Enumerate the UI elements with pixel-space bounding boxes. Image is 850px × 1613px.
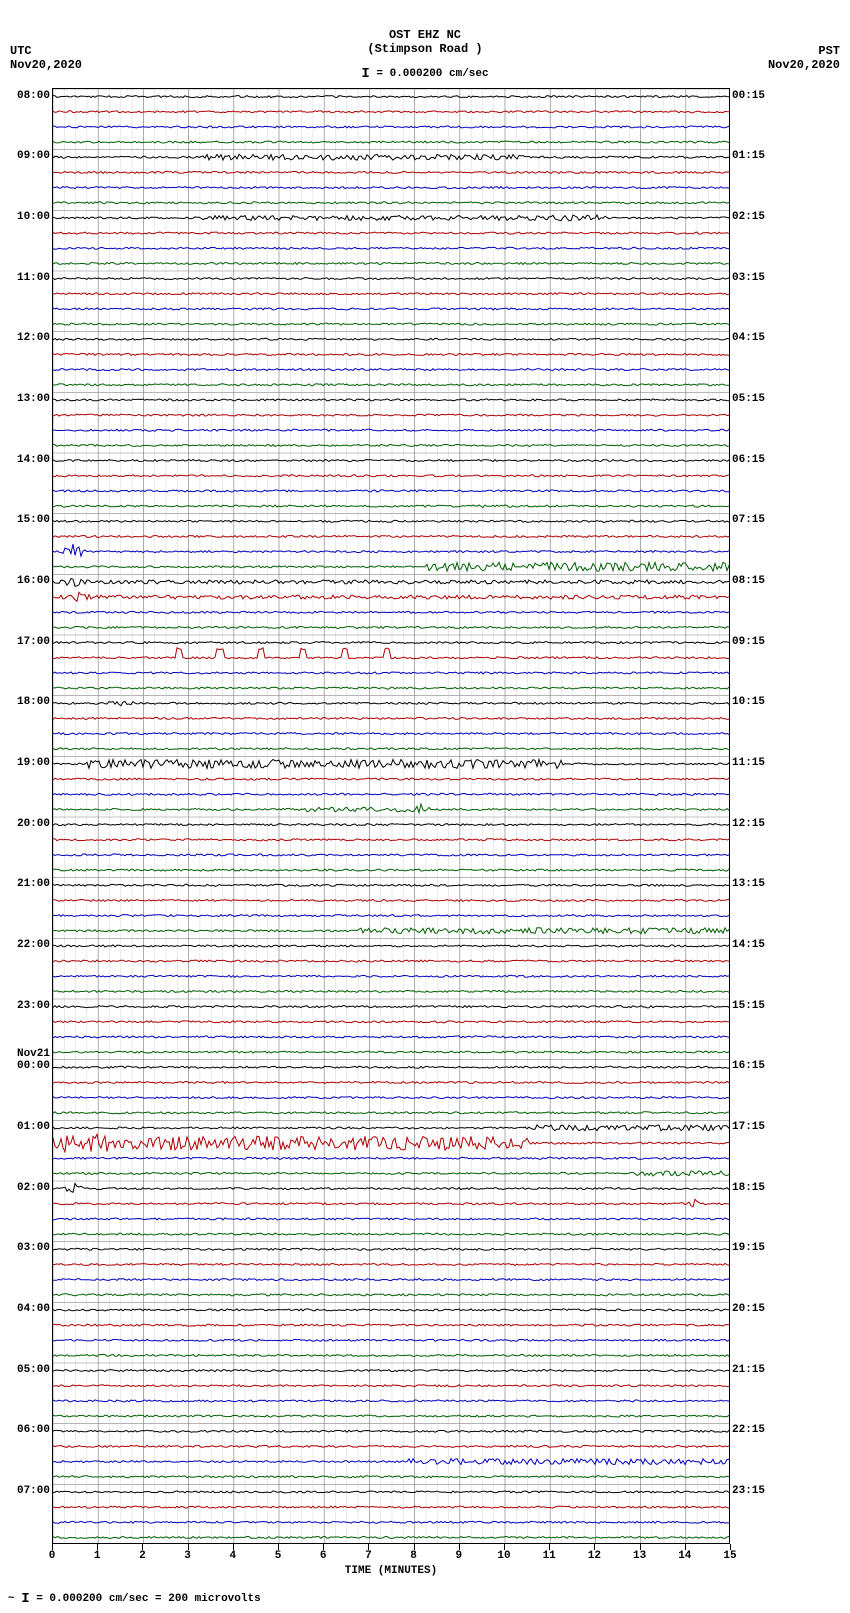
seismogram-page: OST EHZ NC (Stimpson Road ) UTC Nov20,20… <box>0 0 850 1613</box>
left-hour-label: 22:00 <box>17 939 50 951</box>
left-hour-label: 12:00 <box>17 332 50 344</box>
right-hour-label: 06:15 <box>732 454 765 466</box>
right-hour-label: 00:15 <box>732 90 765 102</box>
right-hour-label: 03:15 <box>732 272 765 284</box>
left-hour-label: 11:00 <box>17 272 50 284</box>
x-tick-label: 14 <box>678 1550 691 1562</box>
left-hour-label: 09:00 <box>17 150 50 162</box>
left-hour-label: 07:00 <box>17 1485 50 1497</box>
station-name: (Stimpson Road ) <box>0 42 850 56</box>
left-hour-label: 08:00 <box>17 90 50 102</box>
x-axis-title: TIME (MINUTES) <box>52 1565 730 1577</box>
left-hour-label: 02:00 <box>17 1182 50 1194</box>
left-hour-label: 04:00 <box>17 1303 50 1315</box>
right-hour-label: 20:15 <box>732 1303 765 1315</box>
left-hour-label: 21:00 <box>17 878 50 890</box>
x-tick-label: 0 <box>49 1550 56 1562</box>
left-hour-label: 06:00 <box>17 1424 50 1436</box>
x-tick-label: 3 <box>184 1550 191 1562</box>
right-hour-label: 01:15 <box>732 150 765 162</box>
footer-bar-icon: I <box>21 1591 29 1607</box>
right-hour-label: 12:15 <box>732 818 765 830</box>
seismogram-svg <box>53 89 730 1544</box>
x-tick-label: 4 <box>229 1550 236 1562</box>
right-hour-label: 15:15 <box>732 1000 765 1012</box>
x-tick-label: 6 <box>320 1550 327 1562</box>
right-hour-label: 22:15 <box>732 1424 765 1436</box>
x-tick-label: 10 <box>497 1550 510 1562</box>
scale-bar-icon: I <box>361 66 369 82</box>
station-code: OST EHZ NC <box>0 28 850 42</box>
right-hour-label: 18:15 <box>732 1182 765 1194</box>
amplitude-scale: I = 0.000200 cm/sec <box>0 66 850 82</box>
left-hour-label: 17:00 <box>17 636 50 648</box>
right-hour-label: 11:15 <box>732 757 765 769</box>
right-hour-label: 23:15 <box>732 1485 765 1497</box>
x-tick-label: 13 <box>633 1550 646 1562</box>
x-tick-label: 9 <box>455 1550 462 1562</box>
left-hour-label: 03:00 <box>17 1242 50 1254</box>
left-hour-label: 00:00 <box>17 1060 50 1072</box>
right-hour-label: 10:15 <box>732 696 765 708</box>
left-hour-label: 23:00 <box>17 1000 50 1012</box>
left-hour-label: 19:00 <box>17 757 50 769</box>
title-block: OST EHZ NC (Stimpson Road ) <box>0 28 850 57</box>
left-hour-label: 13:00 <box>17 393 50 405</box>
left-timezone: UTC <box>10 44 82 58</box>
right-hour-label: 21:15 <box>732 1364 765 1376</box>
left-hour-label: 18:00 <box>17 696 50 708</box>
scale-text: = 0.000200 cm/sec <box>376 68 488 80</box>
right-hour-label: 05:15 <box>732 393 765 405</box>
x-tick-label: 12 <box>588 1550 601 1562</box>
right-hour-label: 17:15 <box>732 1121 765 1133</box>
right-hour-label: 07:15 <box>732 514 765 526</box>
left-date-break: Nov21 <box>17 1048 50 1060</box>
x-tick-label: 7 <box>365 1550 372 1562</box>
left-hour-label: 14:00 <box>17 454 50 466</box>
footer-scale: ~ I = 0.000200 cm/sec = 200 microvolts <box>8 1591 261 1607</box>
left-hour-label: 15:00 <box>17 514 50 526</box>
x-tick-label: 15 <box>723 1550 736 1562</box>
right-hour-label: 02:15 <box>732 211 765 223</box>
x-tick-label: 5 <box>275 1550 282 1562</box>
x-tick-label: 1 <box>94 1550 101 1562</box>
x-tick-label: 2 <box>139 1550 146 1562</box>
right-hour-label: 19:15 <box>732 1242 765 1254</box>
right-hour-label: 09:15 <box>732 636 765 648</box>
right-hour-label: 04:15 <box>732 332 765 344</box>
right-hour-label: 08:15 <box>732 575 765 587</box>
left-hour-label: 20:00 <box>17 818 50 830</box>
footer-text: = 0.000200 cm/sec = 200 microvolts <box>36 1593 260 1605</box>
right-timezone: PST <box>768 44 840 58</box>
left-hour-label: 05:00 <box>17 1364 50 1376</box>
right-hour-label: 14:15 <box>732 939 765 951</box>
right-hour-label: 13:15 <box>732 878 765 890</box>
left-hour-label: 10:00 <box>17 211 50 223</box>
left-hour-label: 01:00 <box>17 1121 50 1133</box>
x-tick-label: 8 <box>410 1550 417 1562</box>
x-tick-label: 11 <box>543 1550 556 1562</box>
left-hour-label: 16:00 <box>17 575 50 587</box>
seismogram-plot <box>52 88 730 1544</box>
footer-mark-icon: ~ <box>8 1593 15 1605</box>
right-hour-label: 16:15 <box>732 1060 765 1072</box>
